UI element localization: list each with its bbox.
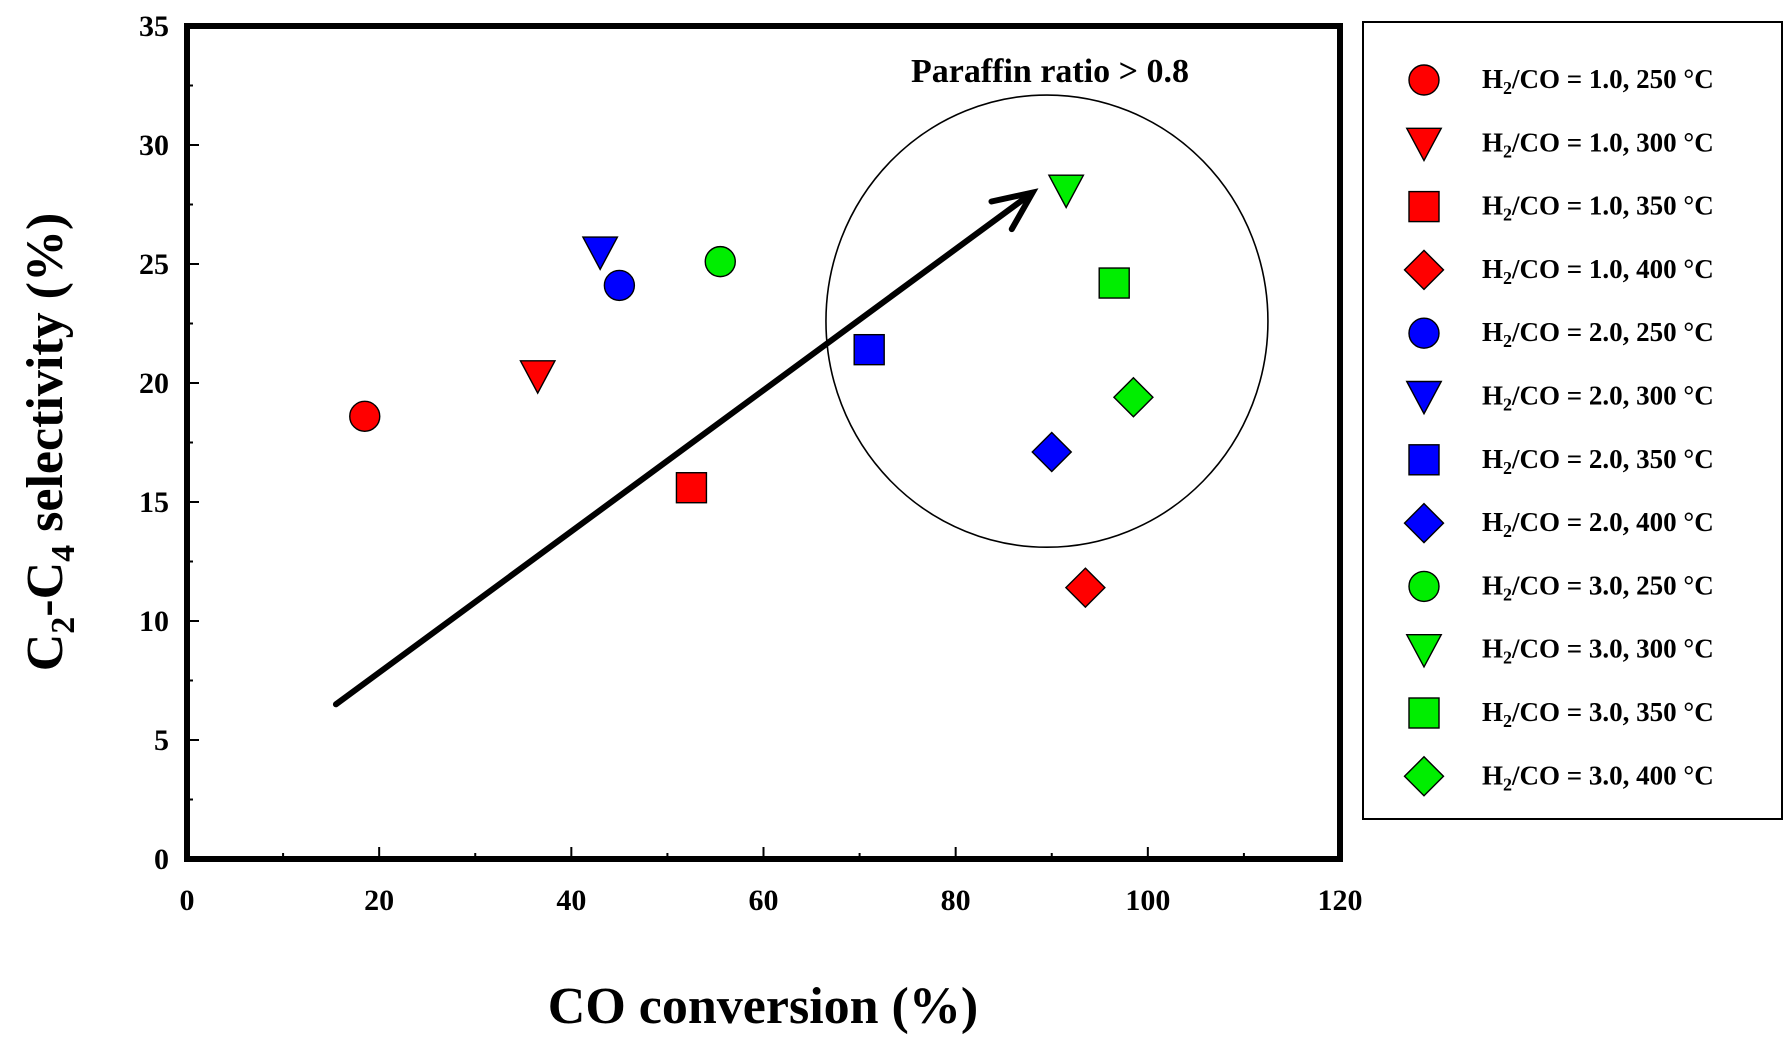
y-tick-label: 30 <box>139 129 169 162</box>
legend-marker-diamond <box>1403 755 1445 797</box>
legend-marker-square <box>1408 190 1440 223</box>
data-point-circle <box>704 245 736 278</box>
legend: H2/CO = 1.0, 250 °C H2/CO = 1.0, 300 °C H2… <box>1362 21 1783 820</box>
x-tick-label: 100 <box>1125 884 1170 917</box>
legend-marker-triangle-down <box>1405 634 1443 669</box>
legend-marker-square <box>1408 697 1440 729</box>
data-point-circle <box>603 269 636 302</box>
legend-marker-square <box>1408 444 1440 476</box>
y-tick-label: 15 <box>139 486 169 519</box>
legend-label: H2/CO = 2.0, 400 °C <box>1482 507 1714 541</box>
legend-label: H2/CO = 1.0, 250 °C <box>1482 64 1714 98</box>
legend-label: H2/CO = 3.0, 300 °C <box>1482 634 1714 668</box>
x-tick-label: 20 <box>364 884 394 917</box>
data-point-square <box>675 472 708 504</box>
legend-marker-diamond <box>1403 249 1445 291</box>
legend-label: H2/CO = 3.0, 250 °C <box>1482 570 1714 604</box>
plot-area-frame <box>184 23 1343 862</box>
legend-label: H2/CO = 2.0, 350 °C <box>1482 444 1714 478</box>
data-point-triangle-down <box>519 360 557 395</box>
legend-label: H2/CO = 2.0, 300 °C <box>1482 381 1714 415</box>
legend-label: H2/CO = 1.0, 300 °C <box>1482 127 1714 161</box>
data-point-diamond <box>1031 431 1073 473</box>
x-tick-label: 80 <box>941 884 971 917</box>
legend-marker-circle <box>1408 317 1440 349</box>
legend-box <box>1362 21 1783 820</box>
y-tick-label: 10 <box>139 605 169 638</box>
legend-label: H2/CO = 3.0, 400 °C <box>1482 760 1714 794</box>
y-tick-label: 20 <box>139 367 169 400</box>
legend-label: H2/CO = 3.0, 350 °C <box>1482 697 1714 731</box>
x-tick-label: 0 <box>180 884 195 917</box>
trend-arrow-head <box>988 188 1039 233</box>
x-axis-title: CO conversion (%) <box>548 978 978 1035</box>
x-tick-label: 120 <box>1318 884 1363 917</box>
data-point-diamond <box>1112 376 1154 418</box>
y-tick-label: 35 <box>139 10 169 43</box>
legend-marker-triangle-down <box>1405 127 1443 163</box>
trend-arrow-shaft <box>332 191 1034 708</box>
data-point-diamond <box>1064 567 1106 609</box>
legend-label: H2/CO = 1.0, 400 °C <box>1482 254 1714 288</box>
y-axis-title: C2-C4 selectivity (%) <box>17 213 82 672</box>
data-point-square <box>1098 267 1130 299</box>
paraffin-ratio-annotation: Paraffin ratio > 0.8 <box>911 53 1189 90</box>
y-tick-label: 25 <box>139 248 169 281</box>
data-point-triangle-down <box>581 236 619 271</box>
legend-marker-triangle-down <box>1405 380 1443 416</box>
y-tick-label: 5 <box>154 724 169 757</box>
legend-label: H2/CO = 2.0, 250 °C <box>1482 317 1714 351</box>
data-point-circle <box>349 400 381 433</box>
x-tick-label: 60 <box>749 884 779 917</box>
data-point-triangle-down <box>1047 174 1085 209</box>
x-tick-label: 40 <box>556 884 586 917</box>
highlight-circle <box>825 94 1269 549</box>
data-point-square <box>853 333 885 366</box>
legend-label: H2/CO = 1.0, 350 °C <box>1482 191 1714 225</box>
legend-marker-circle <box>1408 570 1440 603</box>
legend-marker-diamond <box>1403 502 1445 544</box>
legend-marker-circle <box>1408 64 1440 96</box>
y-tick-label: 0 <box>154 843 169 876</box>
